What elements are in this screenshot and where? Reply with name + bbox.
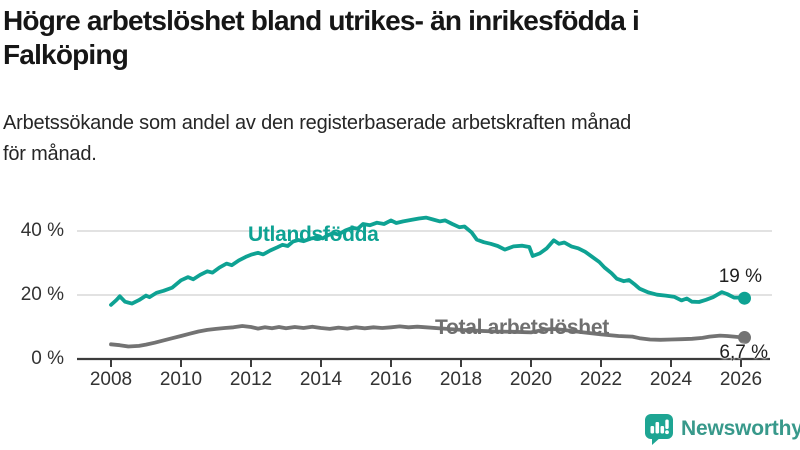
x-axis-tick-label: 2022: [579, 369, 623, 390]
x-axis-tick-label: 2010: [159, 369, 203, 390]
y-axis-tick-label: 20 %: [20, 284, 64, 305]
end-value-label-utlandsfodda: 19 %: [718, 266, 762, 287]
chart-subtitle: Arbetssökande som andel av den registerb…: [3, 108, 783, 170]
x-axis-tick-label: 2024: [649, 369, 693, 390]
y-axis-tick-label: 0 %: [31, 348, 64, 369]
x-axis-tick-label: 2018: [439, 369, 483, 390]
x-axis-tick-label: 2016: [369, 369, 413, 390]
x-axis-tick-label: 2012: [229, 369, 273, 390]
subtitle-line-2: för månad.: [3, 143, 97, 165]
brand-name: Newsworthy: [681, 417, 800, 440]
x-axis-tick-label: 2026: [719, 369, 763, 390]
title-line-1: Högre arbetslöshet bland utrikes- än inr…: [3, 5, 640, 36]
series-end-dot: [738, 291, 751, 305]
x-axis-tick-label: 2008: [89, 369, 133, 390]
subtitle-line-1: Arbetssökande som andel av den registerb…: [3, 112, 632, 134]
y-axis-tick-label: 40 %: [20, 220, 64, 241]
series-line-utlandsf-dda: [109, 215, 747, 307]
series-label-total-arbetsloshet: Total arbetslöshet: [435, 316, 609, 339]
x-axis-tick-label: 2020: [509, 369, 553, 390]
newsworthy-bar-chart-bubble-icon: [645, 414, 673, 445]
x-axis-tick-label: 2014: [299, 369, 343, 390]
newsworthy-logo: Newsworthy: [644, 413, 800, 446]
title-line-2: Falköping: [3, 39, 129, 70]
series-end-dot: [738, 331, 751, 345]
end-value-label-total: 6,7 %: [719, 342, 768, 363]
page-title: Högre arbetslöshet bland utrikes- än inr…: [3, 4, 788, 72]
series-label-utlandsfodda: Utlandsfödda: [248, 223, 379, 246]
series-line-total-arbetsl-shet: [109, 324, 747, 349]
